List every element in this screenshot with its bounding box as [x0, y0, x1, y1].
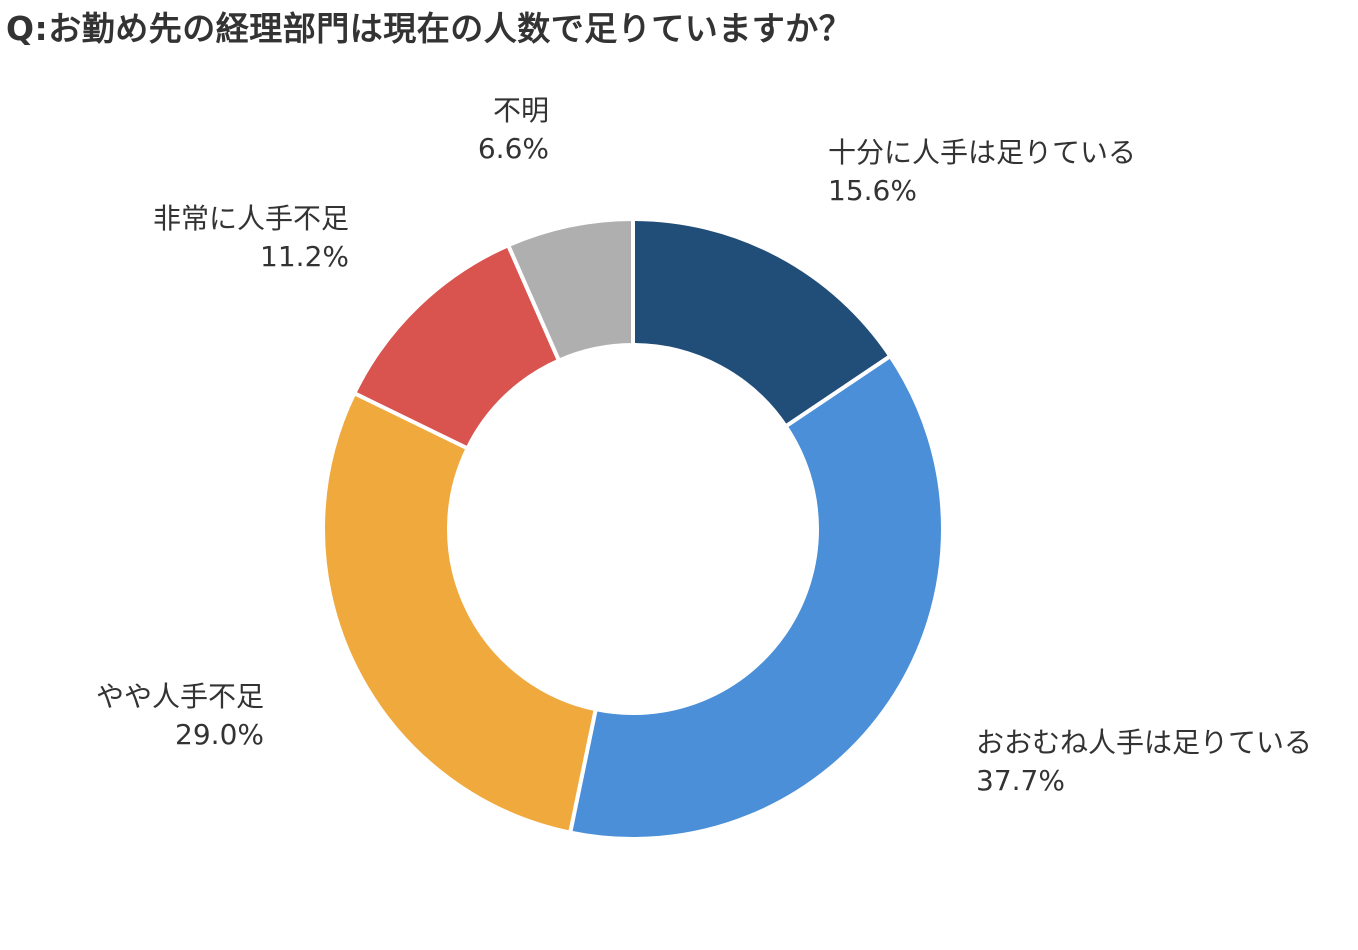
donut-slice-2	[567, 353, 945, 841]
slice-label-3-name: やや人手不足	[95, 680, 264, 713]
chart-title: Q:お勤め先の経理部門は現在の人数で足りていますか？	[6, 9, 853, 48]
slice-label-1-value: 15.6%	[828, 174, 917, 207]
slice-label-2-value: 37.7%	[976, 764, 1065, 797]
donut-slice-5	[505, 216, 635, 364]
slice-label-3-value: 29.0%	[175, 718, 264, 751]
slice-label-5-name: 不明	[492, 94, 549, 127]
slice-label-3: やや人手不足 29.0%	[96, 678, 264, 754]
donut-slice-1	[631, 216, 894, 430]
slice-label-1: 十分に人手は足りている 15.6%	[828, 134, 1136, 210]
slice-label-4-name: 非常に人手不足	[152, 202, 349, 235]
donut-slice-3	[321, 390, 599, 835]
slice-label-2-name: おおむね人手は足りている	[976, 726, 1313, 759]
slice-label-2: おおむね人手は足りている 37.7%	[976, 724, 1312, 800]
slice-label-5: 不明 6.6%	[478, 92, 549, 168]
slice-label-4: 非常に人手不足 11.2%	[153, 200, 349, 276]
slice-label-5-value: 6.6%	[477, 132, 549, 165]
slice-label-1-name: 十分に人手は足りている	[828, 136, 1137, 169]
slice-label-4-value: 11.2%	[260, 240, 349, 273]
